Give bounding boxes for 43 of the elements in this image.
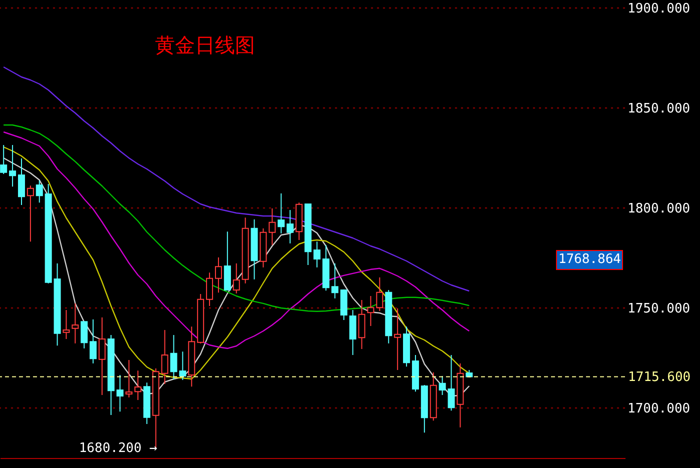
y-tick-label: 1850.000	[628, 102, 690, 116]
y-tick-label: 1700.000	[628, 402, 690, 416]
candlestick	[161, 330, 168, 384]
candlestick	[80, 321, 88, 349]
candlestick	[26, 185, 34, 242]
y-tick-label: 1900.000	[628, 2, 690, 16]
candlestick	[98, 316, 106, 396]
annotation: 1680.200 →	[78, 440, 158, 458]
ref-line-label: 1715.600	[628, 370, 691, 385]
candlestick	[72, 302, 79, 344]
y-tick-label: 1750.000	[628, 302, 690, 316]
candlestick	[232, 262, 240, 294]
candlestick	[179, 351, 186, 380]
y-tick-label: 1800.000	[628, 202, 690, 216]
candlestick	[286, 210, 294, 244]
line-series	[2, 66, 470, 292]
candlestick	[313, 241, 320, 268]
candlestick	[331, 262, 338, 299]
candlestick	[214, 256, 222, 294]
line-series	[2, 124, 470, 312]
candlestick	[349, 310, 356, 356]
candlestick	[367, 296, 374, 326]
candlestick	[18, 158, 25, 206]
candlestick	[224, 231, 231, 290]
candlestick	[36, 180, 43, 204]
candlestick	[358, 300, 366, 350]
candlestick	[438, 376, 446, 396]
annotation: 1768.864	[557, 251, 622, 269]
text: 黄金日线图	[155, 33, 255, 57]
candlestick	[376, 276, 384, 312]
candlestick	[206, 272, 214, 306]
candlestick	[90, 318, 97, 364]
candlestick	[170, 334, 178, 380]
candlestick	[394, 308, 402, 370]
candlestick	[134, 370, 142, 400]
candlestick	[9, 144, 16, 188]
candlestick	[448, 354, 455, 412]
candlestick	[116, 374, 124, 412]
candlestick	[62, 310, 70, 340]
candlestick	[125, 360, 132, 398]
line-series	[2, 131, 470, 349]
candlestick	[278, 192, 285, 234]
candlestick	[0, 144, 8, 174]
